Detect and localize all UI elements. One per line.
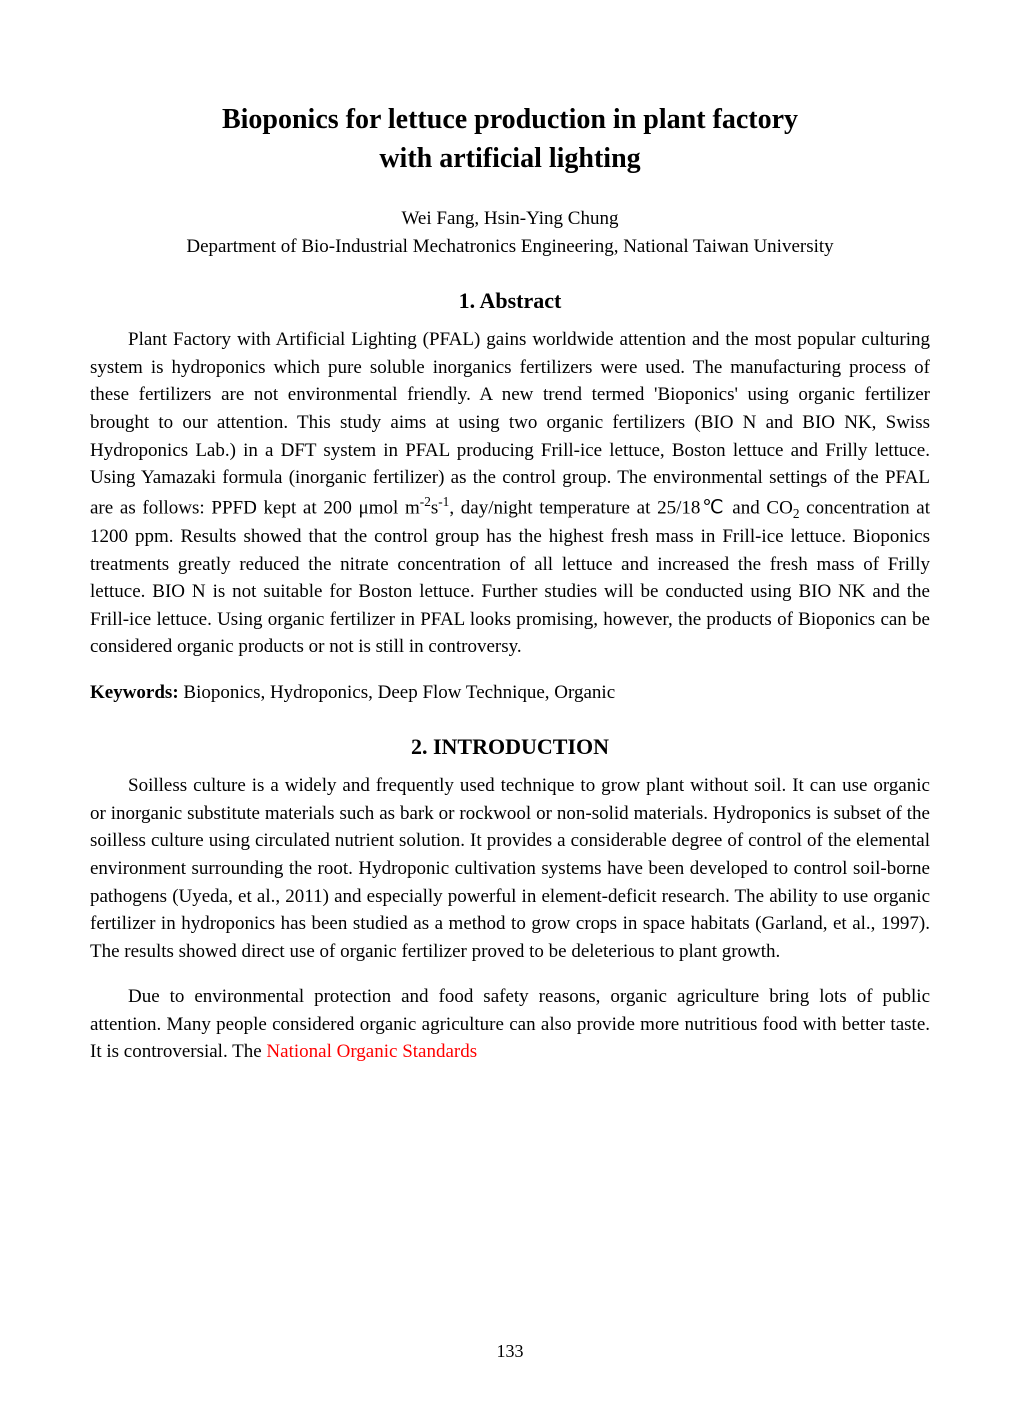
intro-para2-red: National Organic Standards bbox=[262, 1041, 477, 1062]
intro-para2-text: Due to environmental protection and food… bbox=[90, 986, 930, 1062]
keywords-line: Keywords: Bioponics, Hydroponics, Deep F… bbox=[90, 679, 930, 707]
abstract-text-1: Plant Factory with Artificial Lighting (… bbox=[90, 329, 930, 518]
affiliation: Department of Bio-Industrial Mechatronic… bbox=[90, 236, 930, 258]
introduction-para-1: Soilless culture is a widely and frequen… bbox=[90, 772, 930, 965]
abstract-heading: 1. Abstract bbox=[90, 288, 930, 314]
document-title: Bioponics for lettuce production in plan… bbox=[90, 100, 930, 178]
introduction-heading: 2. INTRODUCTION bbox=[90, 734, 930, 760]
title-line-2: with artificial lighting bbox=[379, 143, 640, 174]
introduction-para-2: Due to environmental protection and food… bbox=[90, 983, 930, 1066]
abstract-text-3: concentration at 1200 ppm. Results showe… bbox=[90, 497, 930, 657]
intro-para2-the: The bbox=[232, 1041, 262, 1062]
title-line-1: Bioponics for lettuce production in plan… bbox=[222, 104, 798, 135]
abstract-body: Plant Factory with Artificial Lighting (… bbox=[90, 326, 930, 660]
authors: Wei Fang, Hsin-Ying Chung bbox=[90, 208, 930, 230]
superscript-1: -2 bbox=[420, 494, 431, 509]
keywords-label: Keywords: bbox=[90, 682, 179, 703]
keywords-text: Bioponics, Hydroponics, Deep Flow Techni… bbox=[179, 682, 615, 703]
superscript-2: -1 bbox=[438, 494, 449, 509]
page-number: 133 bbox=[0, 1341, 1020, 1362]
abstract-text-2: , day/night temperature at 25/18℃ and CO bbox=[449, 497, 793, 518]
